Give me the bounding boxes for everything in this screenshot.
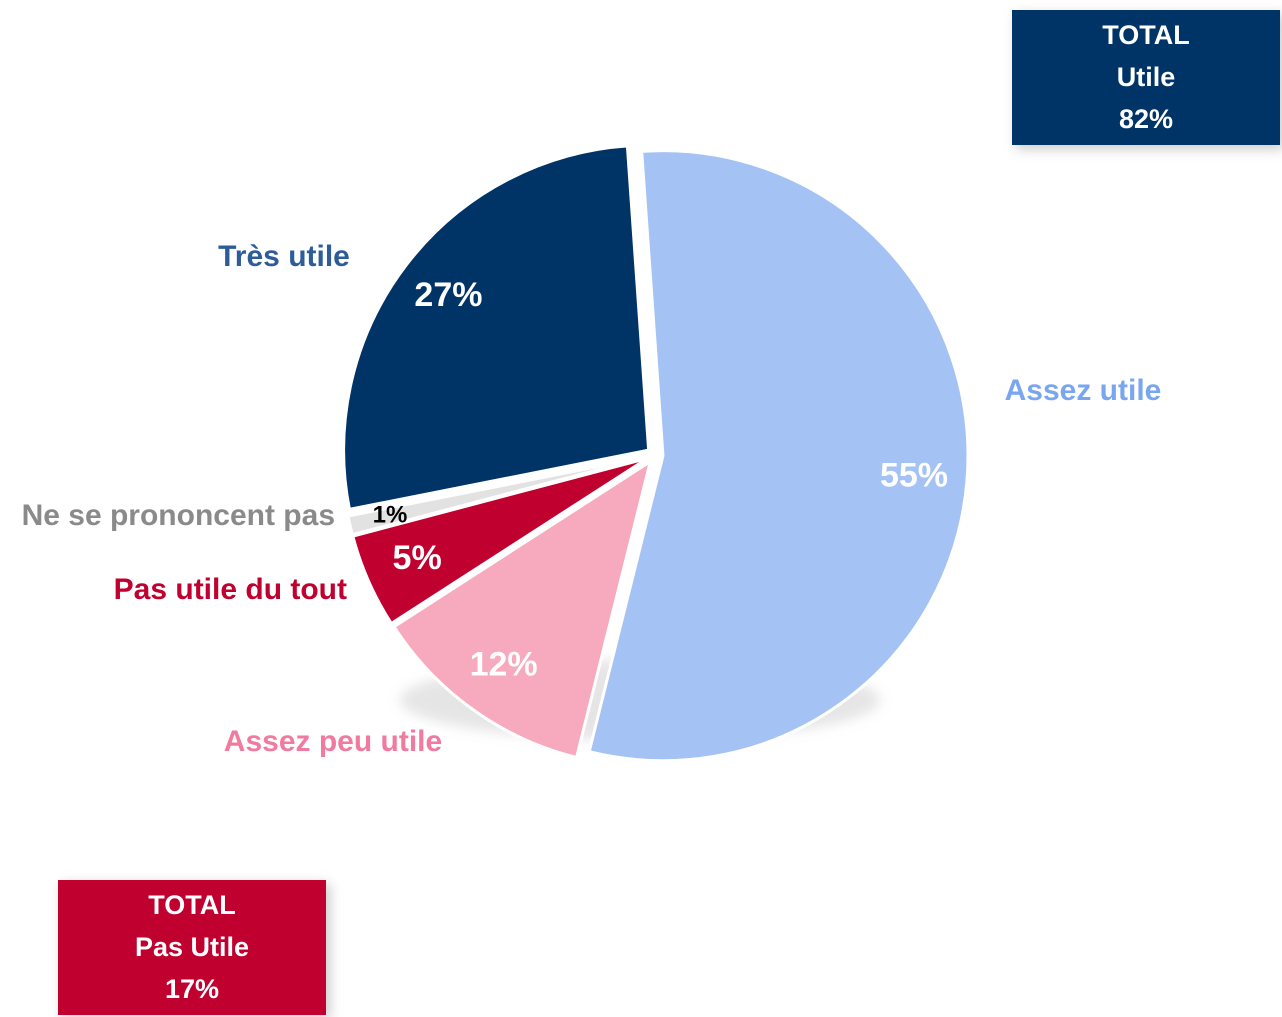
pie-slice — [350, 456, 649, 626]
pie-slice — [391, 458, 653, 760]
total-text: 17% — [165, 974, 219, 1004]
pie-slice — [587, 149, 970, 763]
data-label: 27% — [414, 276, 482, 314]
category-label: Assez utile — [1005, 374, 1162, 407]
category-label: Pas utile du tout — [114, 573, 347, 606]
total-text: TOTAL — [148, 890, 236, 920]
total-text: TOTAL — [1102, 20, 1190, 50]
total-text: 82% — [1119, 104, 1173, 134]
category-label: Assez peu utile — [224, 725, 442, 758]
data-label: 55% — [880, 457, 948, 495]
total-box — [1012, 10, 1280, 145]
category-label: Ne se prononcent pas — [22, 499, 335, 532]
data-label: 1% — [373, 502, 408, 529]
total-text: Utile — [1117, 62, 1176, 92]
data-label: 5% — [393, 539, 442, 577]
total-text: Pas Utile — [135, 932, 249, 962]
category-label: Très utile — [218, 240, 350, 273]
pie-slice — [342, 144, 651, 512]
data-label: 12% — [470, 645, 538, 683]
total-box — [58, 880, 326, 1015]
pie-slice — [346, 455, 648, 537]
